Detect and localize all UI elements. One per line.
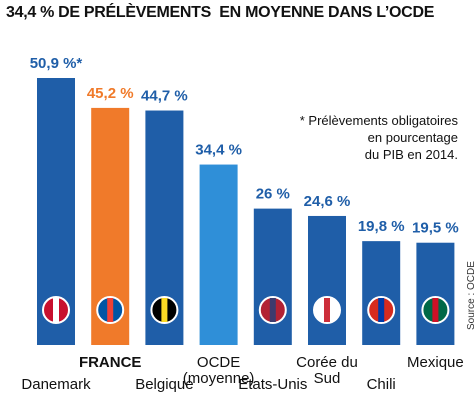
- chart-title: 34,4 % DE PRÉLÈVEMENTS EN MOYENNE DANS L…: [6, 4, 435, 21]
- bar: [199, 164, 238, 345]
- bar: [308, 215, 346, 345]
- flag-detail: [161, 298, 168, 322]
- value-label: 44,7 %: [141, 88, 188, 105]
- value-label: 19,5 %: [412, 220, 459, 237]
- flag-detail: [324, 298, 330, 322]
- bar: [362, 241, 401, 345]
- category-label: Mexique: [407, 354, 464, 371]
- value-label: 26 %: [256, 186, 290, 203]
- flag-detail: [53, 298, 59, 322]
- value-label: 34,4 %: [195, 142, 242, 159]
- value-label: 45,2 %: [87, 85, 134, 102]
- category-label: Danemark: [21, 376, 91, 393]
- flag-detail: [378, 298, 385, 322]
- category-label: Corée du Sud: [296, 354, 358, 387]
- category-label: Etats-Unis: [238, 376, 308, 393]
- flag-detail: [432, 298, 439, 322]
- value-label: 19,8 %: [358, 218, 405, 235]
- category-label: FRANCE: [78, 354, 142, 371]
- category-label: Chili: [366, 376, 396, 393]
- flag-detail: [269, 298, 276, 322]
- category-label: Belgique: [135, 376, 194, 393]
- note: * Prélèvements obligatoires en pourcenta…: [299, 113, 458, 162]
- bar: [253, 208, 292, 345]
- bar: [416, 242, 455, 345]
- value-label: 24,6 %: [304, 193, 351, 210]
- flag-detail: [107, 298, 114, 322]
- value-label: 50,9 %*: [30, 55, 83, 72]
- category-label: OCDE (moyenne): [182, 354, 255, 387]
